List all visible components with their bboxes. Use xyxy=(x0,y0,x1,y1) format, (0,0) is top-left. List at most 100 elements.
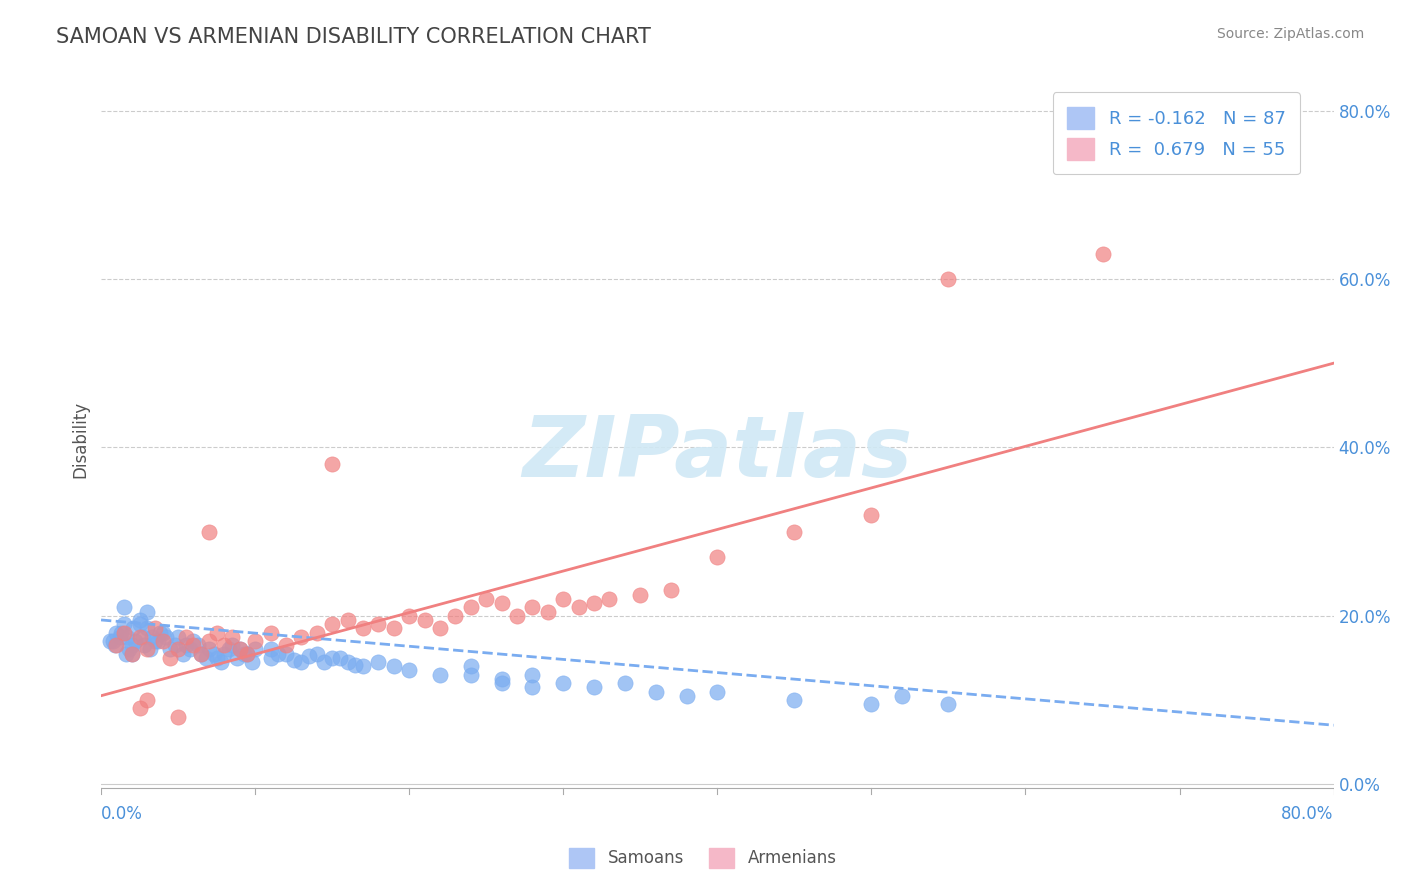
Point xyxy=(202,647,225,661)
Point xyxy=(172,647,194,661)
Point xyxy=(644,684,666,698)
Point xyxy=(491,676,513,690)
Text: 80.0%: 80.0% xyxy=(1281,805,1334,823)
Point xyxy=(143,621,166,635)
Point xyxy=(105,625,128,640)
Point xyxy=(321,617,343,632)
Point xyxy=(583,596,606,610)
Point xyxy=(352,659,374,673)
Point xyxy=(198,524,221,539)
Point xyxy=(283,652,305,666)
Point xyxy=(860,697,883,711)
Point xyxy=(190,647,212,661)
Point xyxy=(134,638,156,652)
Point xyxy=(336,613,359,627)
Point xyxy=(274,638,297,652)
Point xyxy=(190,647,212,661)
Point xyxy=(112,617,135,632)
Point xyxy=(183,634,205,648)
Point xyxy=(491,596,513,610)
Point xyxy=(568,600,591,615)
Point xyxy=(675,689,697,703)
Point xyxy=(114,647,136,661)
Point xyxy=(243,634,266,648)
Point xyxy=(143,634,166,648)
Point xyxy=(274,647,297,661)
Point xyxy=(398,664,420,678)
Point xyxy=(121,638,143,652)
Point xyxy=(159,650,181,665)
Point xyxy=(122,621,145,635)
Point xyxy=(583,681,606,695)
Point xyxy=(167,710,190,724)
Point xyxy=(209,655,232,669)
Point xyxy=(152,625,174,640)
Point xyxy=(104,638,127,652)
Point xyxy=(537,605,560,619)
Point xyxy=(429,667,451,681)
Point xyxy=(128,701,150,715)
Text: 0.0%: 0.0% xyxy=(101,805,143,823)
Point xyxy=(314,655,336,669)
Point xyxy=(628,588,651,602)
Point xyxy=(103,634,125,648)
Point xyxy=(205,625,228,640)
Point xyxy=(205,650,228,665)
Point xyxy=(110,625,132,640)
Point xyxy=(136,693,159,707)
Point xyxy=(128,617,150,632)
Point xyxy=(460,600,482,615)
Point xyxy=(174,630,197,644)
Legend: R = -0.162   N = 87, R =  0.679   N = 55: R = -0.162 N = 87, R = 0.679 N = 55 xyxy=(1053,93,1301,174)
Point xyxy=(152,634,174,648)
Text: ZIPatlas: ZIPatlas xyxy=(522,412,912,495)
Point xyxy=(522,681,544,695)
Point xyxy=(783,693,806,707)
Point xyxy=(236,647,259,661)
Point xyxy=(522,667,544,681)
Point xyxy=(174,638,197,652)
Text: Source: ZipAtlas.com: Source: ZipAtlas.com xyxy=(1216,27,1364,41)
Point xyxy=(167,630,190,644)
Point xyxy=(553,676,575,690)
Point xyxy=(115,630,138,644)
Point xyxy=(136,642,159,657)
Point xyxy=(475,591,498,606)
Point xyxy=(259,625,281,640)
Point xyxy=(128,630,150,644)
Point xyxy=(267,647,290,661)
Point xyxy=(413,613,436,627)
Point xyxy=(243,642,266,657)
Point xyxy=(225,650,247,665)
Point xyxy=(290,630,312,644)
Point xyxy=(149,625,172,640)
Point xyxy=(163,638,186,652)
Point xyxy=(367,617,389,632)
Point xyxy=(155,630,177,644)
Point xyxy=(429,621,451,635)
Point xyxy=(233,647,256,661)
Point xyxy=(613,676,636,690)
Point xyxy=(259,650,281,665)
Point xyxy=(159,642,181,657)
Point xyxy=(305,647,328,661)
Point xyxy=(367,655,389,669)
Point xyxy=(1168,120,1191,135)
Point xyxy=(321,650,343,665)
Point xyxy=(141,630,163,644)
Point xyxy=(214,647,236,661)
Point xyxy=(398,608,420,623)
Point xyxy=(240,655,263,669)
Point xyxy=(783,524,806,539)
Point xyxy=(382,621,405,635)
Point xyxy=(938,697,960,711)
Point xyxy=(131,630,153,644)
Point xyxy=(221,638,243,652)
Point xyxy=(121,647,143,661)
Point xyxy=(344,657,367,672)
Point xyxy=(598,591,620,606)
Point xyxy=(194,650,217,665)
Point xyxy=(187,638,209,652)
Point xyxy=(179,642,201,657)
Point xyxy=(112,625,135,640)
